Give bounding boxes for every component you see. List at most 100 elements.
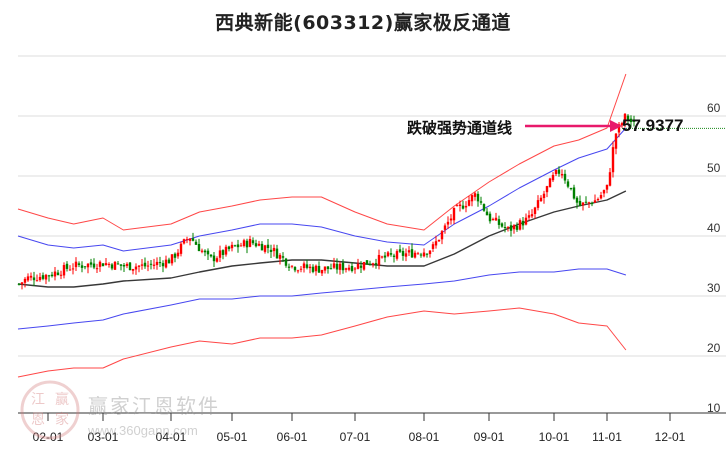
candle-down bbox=[209, 254, 213, 257]
candle-up bbox=[380, 256, 384, 258]
candle-down bbox=[398, 249, 402, 252]
candle-up bbox=[26, 276, 30, 281]
candle-down bbox=[32, 277, 36, 281]
candle-down bbox=[266, 244, 270, 249]
candle-down bbox=[626, 115, 630, 120]
candle-up bbox=[95, 268, 99, 270]
candle-up bbox=[617, 124, 621, 133]
candle-up bbox=[272, 247, 276, 252]
candle-up bbox=[524, 217, 528, 225]
candle-up bbox=[623, 113, 627, 123]
candle-down bbox=[245, 240, 249, 248]
candle-down bbox=[311, 266, 315, 272]
chart-title: 西典新能(603312)赢家极反通道 bbox=[215, 12, 511, 34]
candle-down bbox=[503, 226, 507, 228]
grid-lines bbox=[18, 55, 726, 357]
candle-down bbox=[365, 260, 369, 265]
candle-up bbox=[140, 264, 144, 266]
candle-up bbox=[200, 250, 204, 252]
candle-down bbox=[161, 263, 165, 267]
candle-down bbox=[521, 220, 525, 226]
x-tick-label: 02-01 bbox=[33, 430, 64, 444]
y-tick-label: 10 bbox=[707, 401, 721, 415]
candle-down bbox=[569, 187, 573, 190]
candle-down bbox=[287, 266, 291, 268]
candle-up bbox=[512, 225, 516, 230]
candle-up bbox=[302, 263, 306, 269]
candle-up bbox=[413, 252, 417, 258]
candle-down bbox=[173, 253, 177, 258]
candle-up bbox=[362, 262, 366, 270]
axes: 10 20 30 40 50 60 02-01 03-01 04-01 05-01 06-01 07-… bbox=[18, 101, 726, 444]
candle-up bbox=[554, 169, 558, 175]
candle-down bbox=[479, 201, 483, 203]
candle-down bbox=[203, 250, 207, 253]
candle-up bbox=[344, 268, 348, 270]
candle-down bbox=[557, 169, 561, 174]
candle-up bbox=[530, 214, 534, 217]
candle-down bbox=[197, 243, 201, 252]
candle-up bbox=[107, 263, 111, 265]
candle-up bbox=[53, 271, 57, 277]
lower-outer-band bbox=[17, 307, 627, 378]
candle-up bbox=[614, 133, 618, 149]
candle-down bbox=[143, 262, 147, 267]
candle-up bbox=[215, 258, 219, 262]
candle-up bbox=[323, 266, 327, 271]
candle-down bbox=[191, 238, 195, 241]
candle-up bbox=[599, 195, 603, 199]
candle-up bbox=[320, 269, 324, 274]
candle-down bbox=[251, 240, 255, 244]
candle-up bbox=[74, 261, 78, 268]
candlesticks bbox=[17, 113, 636, 290]
candle-down bbox=[275, 248, 279, 259]
candle-down bbox=[80, 265, 84, 268]
candle-up bbox=[257, 243, 261, 246]
x-tick-label: 10-01 bbox=[539, 430, 570, 444]
candle-up bbox=[71, 268, 75, 270]
candle-up bbox=[332, 263, 336, 268]
candle-up bbox=[404, 253, 408, 257]
candle-down bbox=[500, 223, 504, 227]
x-tick-label: 06-01 bbox=[277, 430, 308, 444]
candle-up bbox=[506, 226, 510, 228]
candle-down bbox=[566, 181, 570, 187]
x-tick-label: 12-01 bbox=[655, 430, 686, 444]
logo-char: 家 bbox=[55, 411, 69, 428]
candle-down bbox=[305, 264, 309, 268]
candle-up bbox=[314, 265, 318, 272]
candle-down bbox=[128, 262, 132, 271]
candle-down bbox=[83, 266, 87, 268]
candle-down bbox=[485, 211, 489, 216]
candle-down bbox=[194, 241, 198, 245]
candle-up bbox=[560, 174, 564, 176]
candle-up bbox=[224, 246, 228, 255]
candle-down bbox=[47, 275, 51, 277]
candle-down bbox=[17, 283, 21, 285]
x-tick-label: 09-01 bbox=[474, 430, 505, 444]
candle-up bbox=[395, 251, 399, 259]
candle-up bbox=[239, 245, 243, 247]
candle-up bbox=[155, 261, 159, 266]
upper-inner-band bbox=[17, 127, 627, 252]
y-tick-label: 30 bbox=[707, 281, 721, 295]
candle-up bbox=[407, 250, 411, 253]
candle-up bbox=[230, 244, 234, 249]
candle-up bbox=[548, 178, 552, 188]
candle-up bbox=[593, 200, 597, 203]
candle-down bbox=[122, 264, 126, 267]
candle-up bbox=[44, 274, 48, 280]
candle-down bbox=[584, 201, 588, 203]
candle-down bbox=[119, 264, 123, 266]
candle-up bbox=[437, 239, 441, 242]
candle-up bbox=[545, 186, 549, 193]
x-tick-label: 08-01 bbox=[409, 430, 440, 444]
candle-up bbox=[377, 254, 381, 266]
candle-up bbox=[23, 278, 27, 283]
candle-up bbox=[104, 263, 108, 265]
candle-down bbox=[575, 197, 579, 203]
candle-up bbox=[125, 263, 129, 266]
candle-up bbox=[146, 265, 150, 267]
candle-down bbox=[515, 225, 519, 230]
